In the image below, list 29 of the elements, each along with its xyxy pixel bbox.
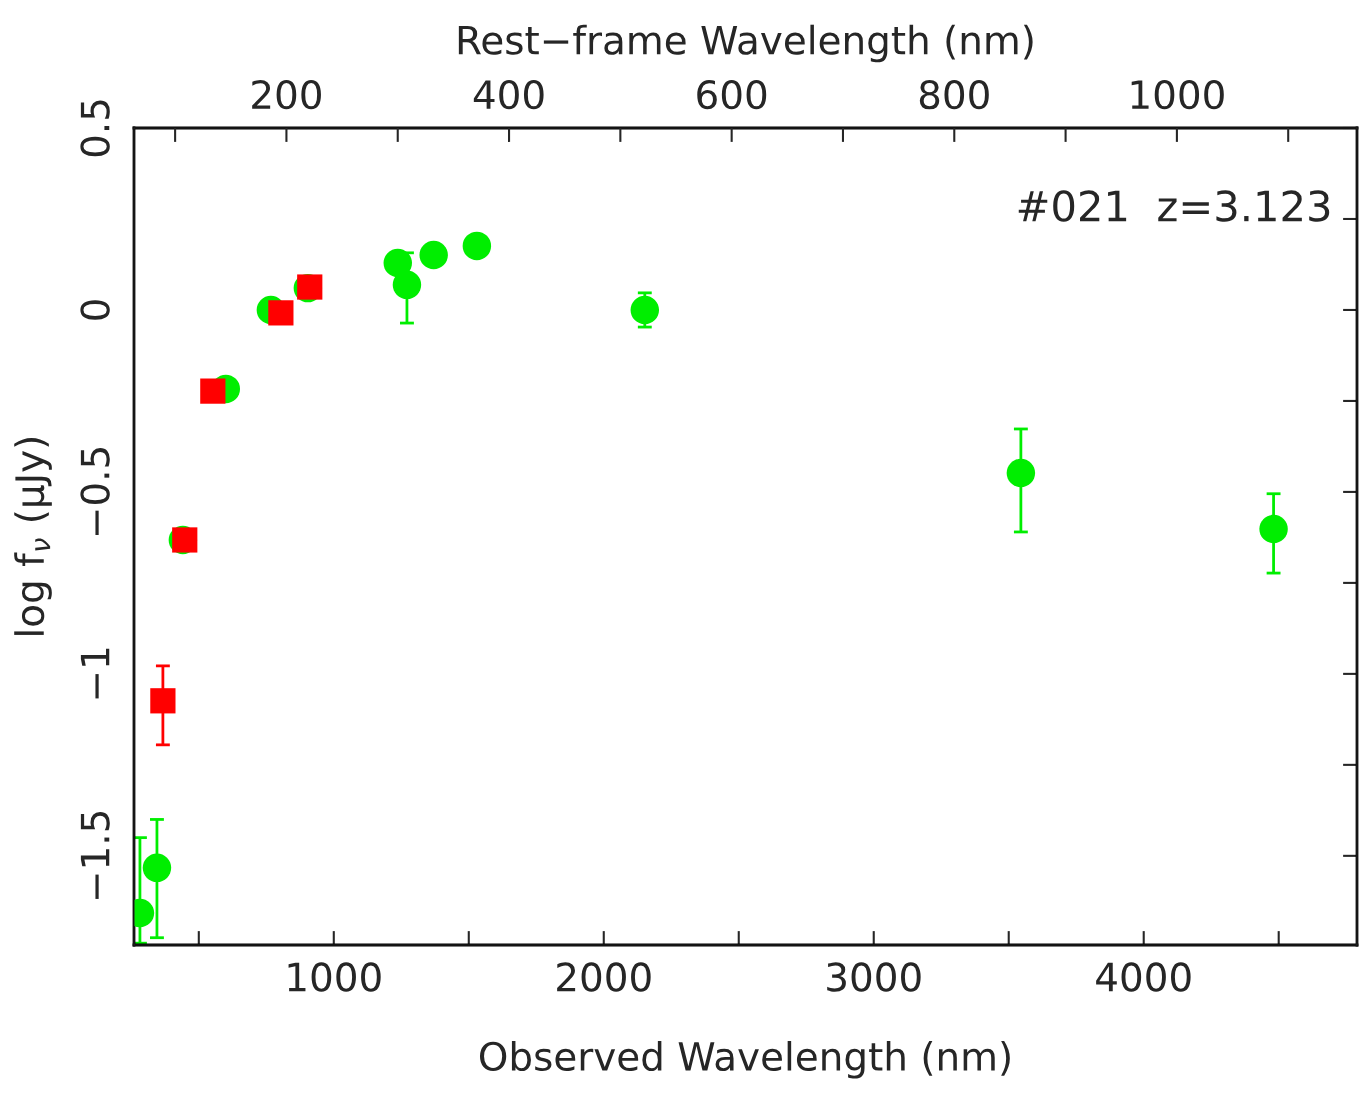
point [1259, 514, 1288, 544]
x-tick-label: 2000 [557, 962, 651, 992]
x-tick-label: 1000 [288, 962, 381, 992]
x-axis-title: Observed Wavelength (nm) [479, 1040, 1010, 1079]
x2-tick-label: 200 [252, 79, 321, 110]
y-tick-label: 0 [80, 300, 110, 320]
x-tick-label: 4000 [1096, 962, 1191, 992]
y-axis-title: log f$_{ν}$ (μJy) [14, 438, 52, 635]
point [150, 688, 176, 714]
point [200, 378, 226, 404]
point [142, 853, 172, 883]
point [462, 231, 492, 261]
point [392, 270, 422, 300]
x2-axis-title: Rest−frame Wavelength (nm) [458, 24, 1033, 63]
point [383, 248, 412, 278]
y-tick-label: −1.5 [80, 812, 110, 899]
x2-tick-label: 400 [473, 79, 544, 110]
y-tick-label: 0.5 [80, 100, 110, 157]
x2-tick-label: 800 [919, 79, 989, 110]
x2-tick-label: 1000 [1131, 79, 1224, 110]
y-tick-label: −0.5 [80, 448, 110, 536]
annotation: #021 z=3.123 [1018, 190, 1330, 222]
x-tick-label: 3000 [827, 962, 921, 992]
point [630, 295, 660, 325]
x2-tick-label: 600 [697, 79, 767, 110]
point [419, 240, 448, 270]
point [1006, 458, 1036, 488]
y-tick-label: −1 [80, 648, 110, 699]
point [268, 300, 294, 326]
